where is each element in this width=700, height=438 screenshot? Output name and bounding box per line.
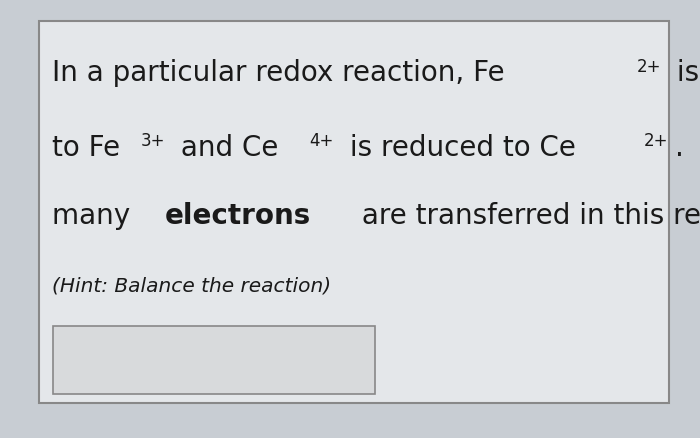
Text: electrons: electrons: [164, 201, 311, 230]
Text: many: many: [52, 201, 139, 230]
Text: is reduced to Ce: is reduced to Ce: [341, 134, 575, 162]
FancyBboxPatch shape: [52, 326, 374, 394]
Text: are transferred in this reaction?: are transferred in this reaction?: [354, 201, 700, 230]
Text: 3+: 3+: [141, 132, 165, 150]
Text: .  How: . How: [676, 134, 700, 162]
Text: 2+: 2+: [644, 132, 668, 150]
Text: In a particular redox reaction, Fe: In a particular redox reaction, Fe: [52, 59, 505, 87]
Text: and Ce: and Ce: [172, 134, 279, 162]
Text: 2+: 2+: [636, 57, 661, 75]
Text: is oxidized: is oxidized: [668, 59, 700, 87]
Text: (Hint: Balance the reaction): (Hint: Balance the reaction): [52, 276, 332, 295]
FancyBboxPatch shape: [38, 22, 668, 403]
Text: to Fe: to Fe: [52, 134, 120, 162]
Text: 4+: 4+: [309, 132, 334, 150]
